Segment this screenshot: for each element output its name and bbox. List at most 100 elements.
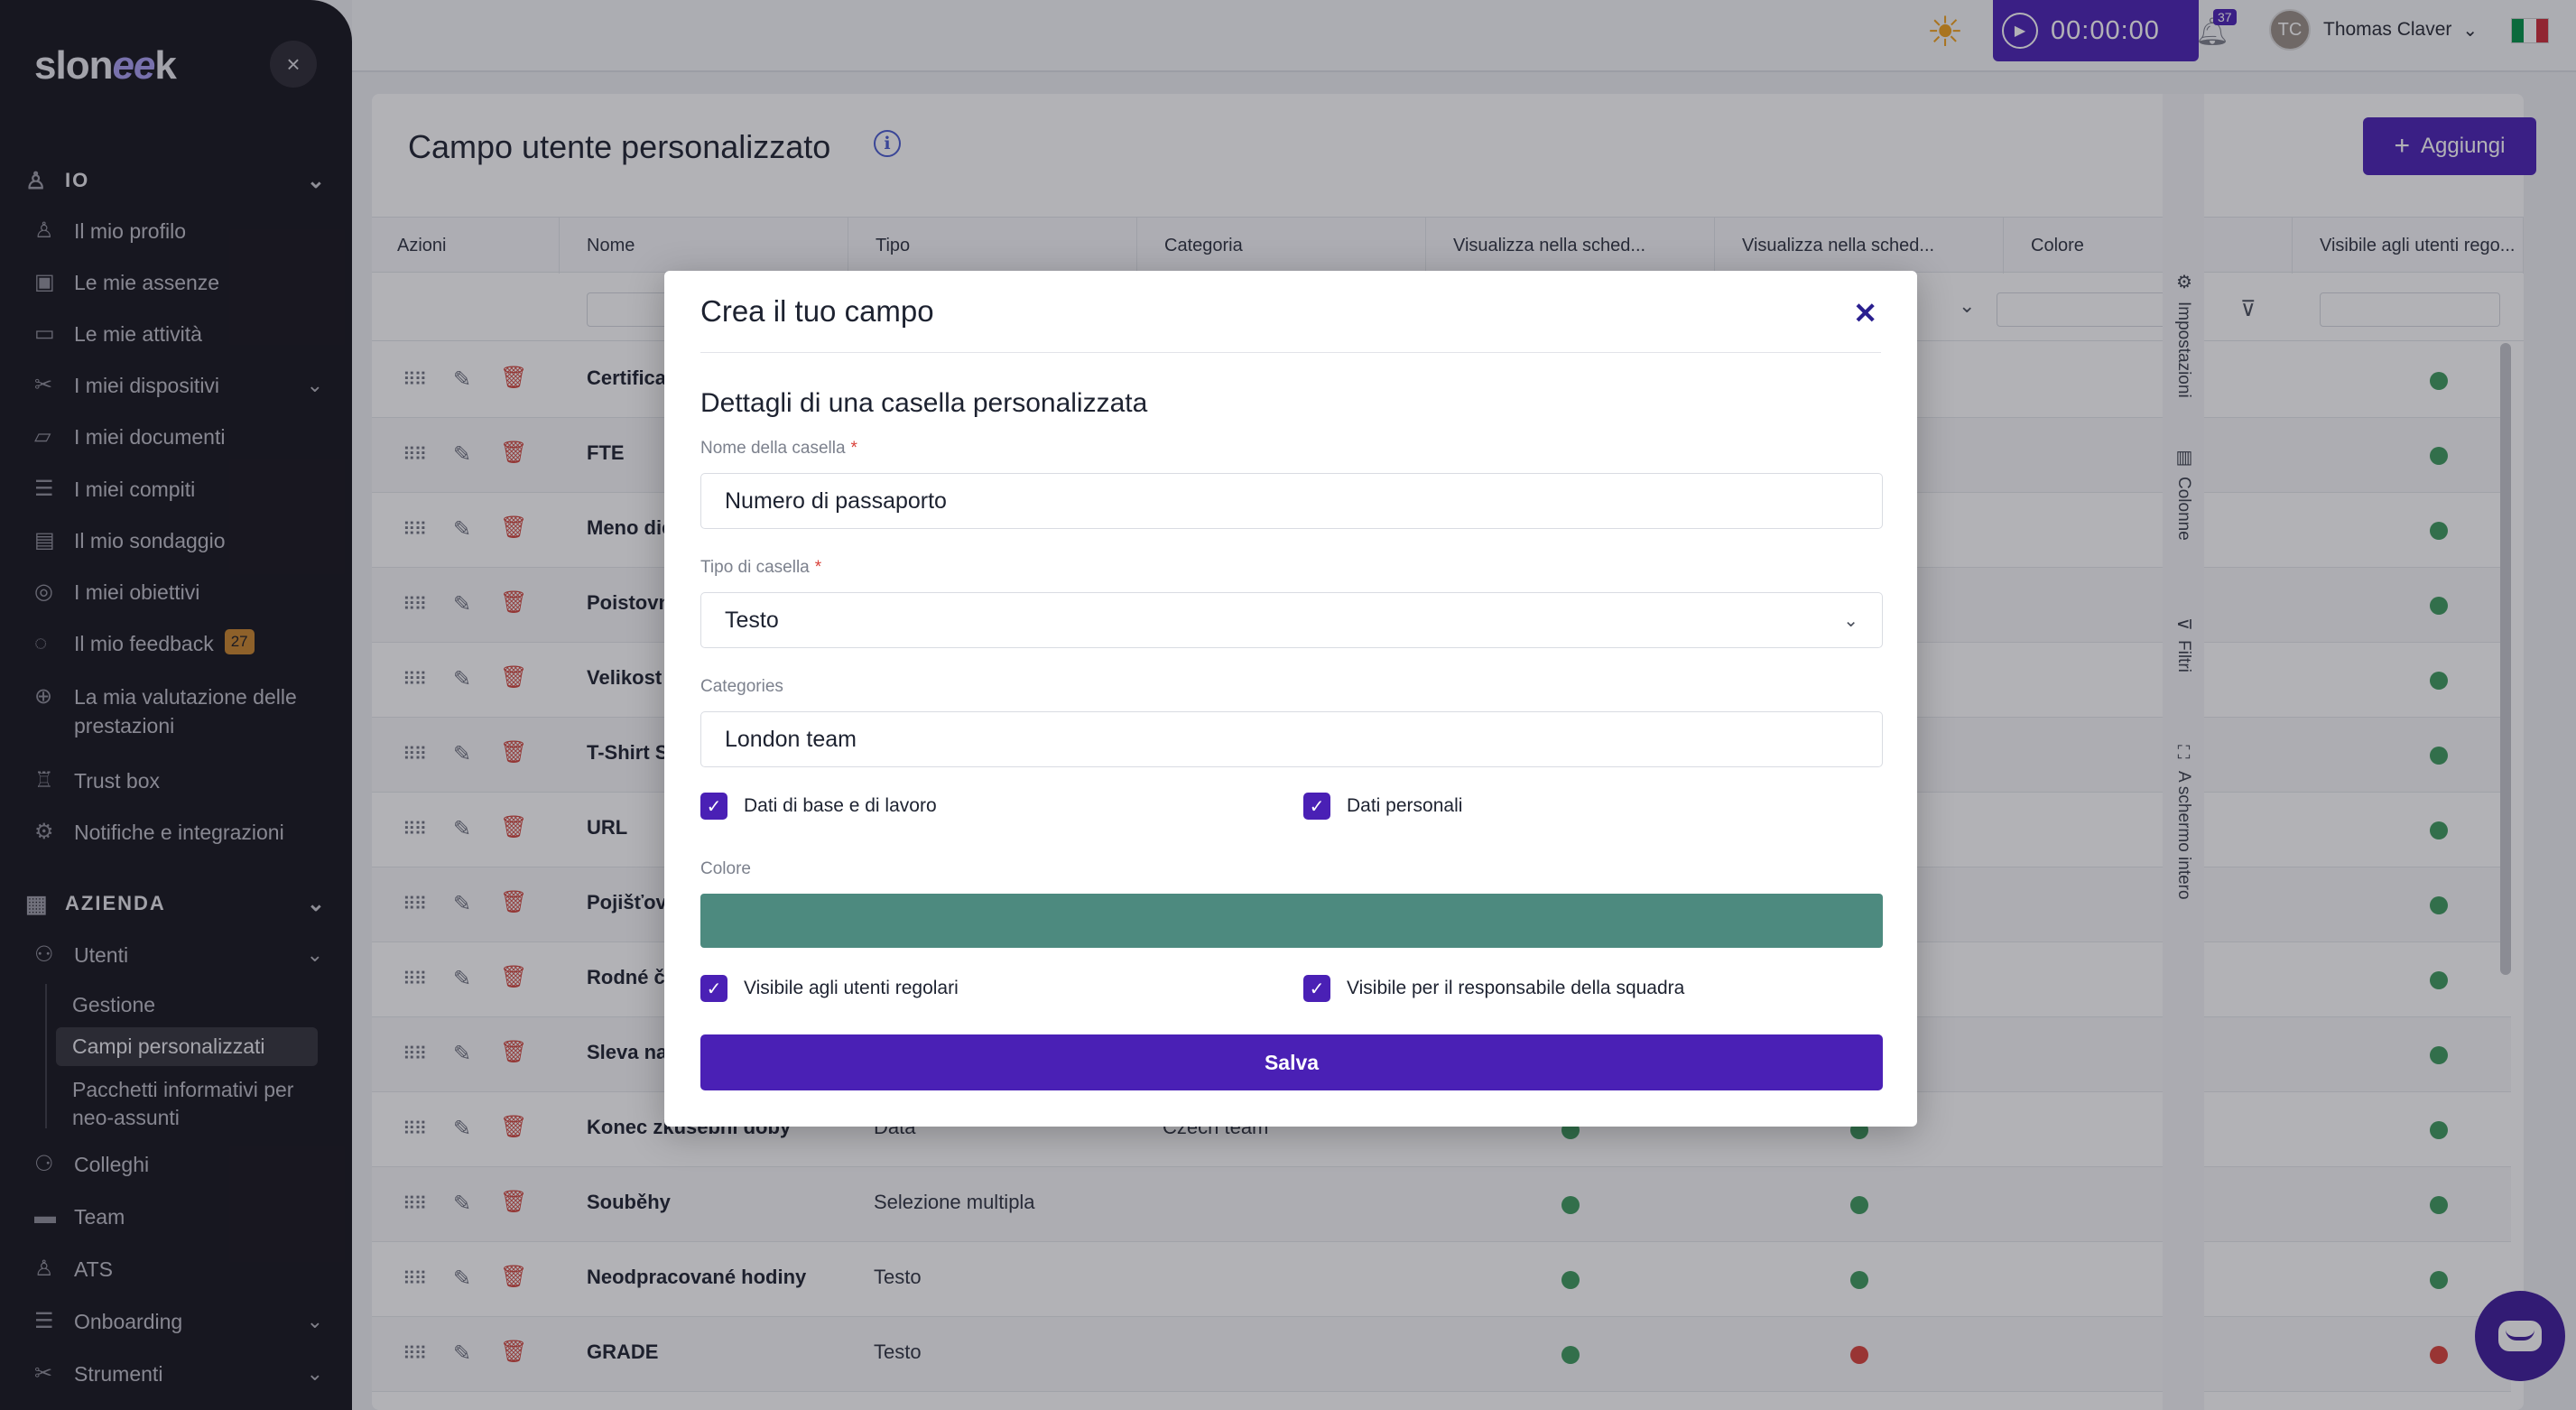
chat-button[interactable] — [2475, 1291, 2565, 1381]
delete-icon[interactable]: 🗑︎ — [500, 441, 528, 465]
delete-icon[interactable]: 🗑︎ — [500, 515, 528, 540]
sidebar-item-i-miei-compiti[interactable]: ☰ I miei compiti — [34, 475, 323, 504]
edit-icon[interactable]: ✎ — [453, 367, 472, 392]
edit-icon[interactable]: ✎ — [453, 667, 472, 691]
drag-handle-icon[interactable]: ⠿⠿ — [403, 745, 427, 765]
theme-toggle-sun-icon[interactable]: ☀ — [1926, 8, 1964, 55]
sidebar-item-utenti[interactable]: ⚇ Utenti ⌄ — [34, 941, 323, 969]
delete-icon[interactable]: 🗑︎ — [500, 965, 528, 989]
sidebar-subitem-gestione[interactable]: Gestione — [72, 993, 156, 1016]
checkbox-checked-icon[interactable]: ✓ — [1303, 793, 1330, 820]
edit-icon[interactable]: ✎ — [453, 1117, 472, 1141]
basic-work-data-checkbox[interactable]: ✓ Dati di base e di lavoro — [700, 793, 937, 820]
edit-icon[interactable]: ✎ — [453, 517, 472, 542]
sidebar-item-colleghi[interactable]: ⚆ Colleghi — [34, 1150, 323, 1179]
drag-handle-icon[interactable]: ⠿⠿ — [403, 595, 427, 615]
delete-icon[interactable]: 🗑︎ — [500, 590, 528, 615]
edit-icon[interactable]: ✎ — [453, 742, 472, 766]
column-header[interactable]: Visualizza nella sched... — [1715, 218, 2004, 274]
column-header[interactable]: Colore — [2004, 218, 2293, 274]
column-header[interactable]: Visibile agli utenti rego... — [2293, 218, 2524, 274]
close-sidebar-button[interactable]: × — [270, 41, 317, 88]
drag-handle-icon[interactable]: ⠿⠿ — [403, 1344, 427, 1364]
save-button[interactable]: Salva — [700, 1034, 1883, 1090]
edit-icon[interactable]: ✎ — [453, 442, 472, 467]
delete-icon[interactable]: 🗑︎ — [500, 1115, 528, 1139]
drag-handle-icon[interactable]: ⠿⠿ — [403, 1044, 427, 1064]
sidebar-item-il-mio-feedback[interactable]: ◌ Il mio feedback 27 — [34, 629, 323, 658]
delete-icon[interactable]: 🗑︎ — [500, 1040, 528, 1064]
table-row[interactable]: ⠿⠿ ✎ 🗑︎ GRADE Testo — [372, 1317, 2511, 1392]
column-header[interactable]: Categoria — [1137, 218, 1426, 274]
scrollbar[interactable] — [2500, 343, 2511, 975]
column-header[interactable]: Azioni — [372, 218, 560, 274]
sidebar-subitem-campi-personalizzati[interactable]: Campi personalizzati — [56, 1027, 318, 1066]
drag-handle-icon[interactable]: ⠿⠿ — [403, 670, 427, 690]
checkbox-checked-icon[interactable]: ✓ — [1303, 975, 1330, 1002]
column-header[interactable]: Tipo — [848, 218, 1137, 274]
color-filter-input[interactable] — [1997, 292, 2177, 327]
sidebar-item-i-miei-obiettivi[interactable]: ◎ I miei obiettivi — [34, 578, 323, 607]
side-tab-filtri[interactable]: ⊽ Filtri — [2173, 617, 2193, 673]
sidebar-item-team[interactable]: ▬ Team — [34, 1202, 323, 1231]
sidebar-item-le-mie-attivit-[interactable]: ▭ Le mie attività — [34, 320, 323, 348]
drag-handle-icon[interactable]: ⠿⠿ — [403, 520, 427, 540]
sidebar-item-i-miei-dispositivi[interactable]: ✂ I miei dispositivi ⌄ — [34, 371, 323, 400]
language-flag-icon[interactable] — [2511, 18, 2549, 43]
sidebar-item-il-mio-profilo[interactable]: ♙ Il mio profilo — [34, 217, 323, 246]
delete-icon[interactable]: 🗑︎ — [500, 1340, 528, 1364]
edit-icon[interactable]: ✎ — [453, 1042, 472, 1066]
delete-icon[interactable]: 🗑︎ — [500, 890, 528, 914]
edit-icon[interactable]: ✎ — [453, 967, 472, 991]
color-picker[interactable] — [700, 894, 1883, 948]
section-azienda-header[interactable]: ▦ AZIENDA ⌄ — [25, 889, 327, 917]
edit-icon[interactable]: ✎ — [453, 1341, 472, 1366]
delete-icon[interactable]: 🗑︎ — [500, 740, 528, 765]
sidebar-item-la-mia-valutazione-delle-prestazioni[interactable]: ⊕ La mia valutazione delle prestazioni — [34, 684, 297, 737]
drag-handle-icon[interactable]: ⠿⠿ — [403, 445, 427, 465]
visible-regular-users-checkbox[interactable]: ✓ Visibile agli utenti regolari — [700, 975, 959, 1002]
table-row[interactable]: ⠿⠿ ✎ 🗑︎ Souběhy Selezione multipla — [372, 1167, 2511, 1242]
drag-handle-icon[interactable]: ⠿⠿ — [403, 895, 427, 914]
field-type-select[interactable]: Testo ⌄ — [700, 592, 1883, 648]
drag-handle-icon[interactable]: ⠿⠿ — [403, 1194, 427, 1214]
drag-handle-icon[interactable]: ⠿⠿ — [403, 370, 427, 390]
side-tab-colonne[interactable]: ▥ Colonne — [2173, 446, 2193, 541]
delete-icon[interactable]: 🗑︎ — [500, 665, 528, 690]
edit-icon[interactable]: ✎ — [453, 1192, 472, 1216]
visible-filter-input[interactable] — [2320, 292, 2500, 327]
drag-handle-icon[interactable]: ⠿⠿ — [403, 1119, 427, 1139]
drag-handle-icon[interactable]: ⠿⠿ — [403, 820, 427, 840]
delete-icon[interactable]: 🗑︎ — [500, 1265, 528, 1289]
sidebar-item-i-miei-documenti[interactable]: ▱ I miei documenti — [34, 422, 323, 451]
close-icon[interactable]: ✕ — [1853, 297, 1877, 329]
edit-icon[interactable]: ✎ — [453, 1266, 472, 1291]
user-menu[interactable]: TC Thomas Claver ⌄ — [2269, 9, 2478, 51]
column-header[interactable]: Nome — [560, 218, 848, 274]
notifications-bell-icon[interactable]: 🔔︎ 37 — [2195, 9, 2237, 48]
sidebar-item-trust-box[interactable]: ♖ Trust box — [34, 766, 323, 795]
table-row[interactable]: ⠿⠿ ✎ 🗑︎ Neodpracované hodiny Testo — [372, 1242, 2511, 1317]
info-icon[interactable]: i — [874, 130, 901, 157]
column-header[interactable]: Visualizza nella sched... — [1426, 218, 1715, 274]
field-name-input[interactable]: Numero di passaporto — [700, 473, 1883, 529]
edit-icon[interactable]: ✎ — [453, 592, 472, 617]
sidebar-item-onboarding[interactable]: ☰ Onboarding ⌄ — [34, 1307, 323, 1336]
visible-team-leader-checkbox[interactable]: ✓ Visibile per il responsabile della squ… — [1303, 975, 1684, 1002]
delete-icon[interactable]: 🗑︎ — [500, 815, 528, 840]
play-icon[interactable]: ▶ — [2002, 13, 2038, 49]
side-tab-a-schermo-intero[interactable]: ⛶ A schermo intero — [2173, 744, 2194, 900]
checkbox-checked-icon[interactable]: ✓ — [700, 975, 727, 1002]
drag-handle-icon[interactable]: ⠿⠿ — [403, 1269, 427, 1289]
sidebar-item-strumenti[interactable]: ✂ Strumenti ⌄ — [34, 1359, 323, 1388]
section-io-header[interactable]: ♙ IO ⌄ — [25, 166, 327, 194]
categories-select[interactable]: London team — [700, 711, 1883, 767]
chevron-down-icon[interactable]: ⌄ — [1959, 294, 1976, 317]
app-logo[interactable]: sloneek — [34, 43, 177, 88]
personal-data-checkbox[interactable]: ✓ Dati personali — [1303, 793, 1462, 820]
side-tab-impostazioni[interactable]: ⚙ Impostazioni — [2173, 271, 2193, 398]
delete-icon[interactable]: 🗑︎ — [500, 1190, 528, 1214]
checkbox-checked-icon[interactable]: ✓ — [700, 793, 727, 820]
edit-icon[interactable]: ✎ — [453, 892, 472, 916]
delete-icon[interactable]: 🗑︎ — [500, 366, 528, 390]
